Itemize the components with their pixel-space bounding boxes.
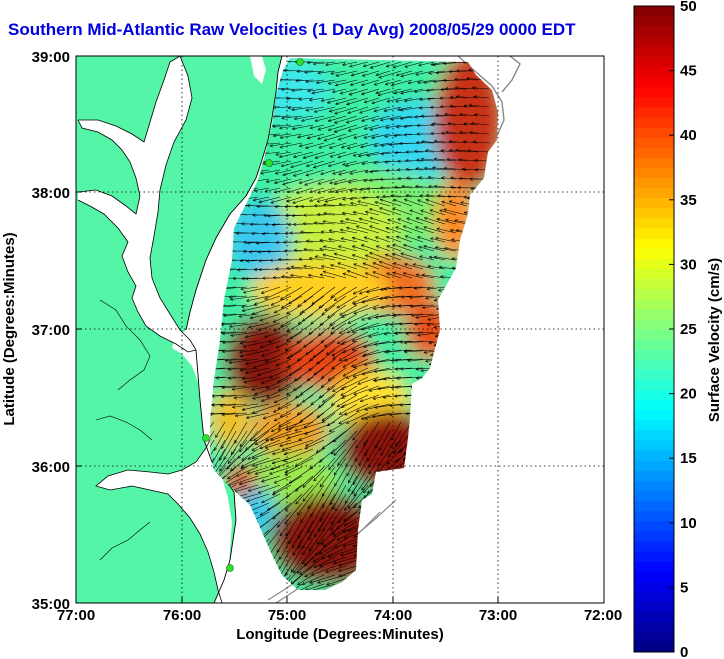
colorbar-tick-label: 15: [680, 450, 697, 467]
x-tick-label: 75:00: [268, 607, 306, 624]
colorbar-tick-label: 40: [680, 127, 697, 144]
colorbar-tick-label: 10: [680, 515, 697, 532]
colorbar-tick-label: 25: [680, 321, 697, 338]
x-tick-label: 74:00: [374, 607, 412, 624]
delaware-bay: [250, 56, 266, 84]
colorbar-tick-label: 50: [680, 0, 697, 15]
x-tick-label: 76:00: [163, 607, 201, 624]
grid-lines: [76, 56, 604, 603]
station-delaware: [265, 159, 273, 167]
colorbar-tick-label: 5: [680, 579, 688, 596]
map-title: Southern Mid-Atlantic Raw Velocities (1 …: [8, 20, 576, 39]
colorbar-tick-label: 0: [680, 644, 688, 659]
pamlico-sound: [96, 432, 232, 603]
station-hatteras-south: [226, 564, 234, 572]
x-tick-label: 72:00: [584, 607, 622, 624]
y-tick-label: 35:00: [32, 596, 70, 613]
colorbar-tick-label: 35: [680, 192, 697, 209]
chesapeake-bay: [78, 56, 196, 352]
x-axis-label: Longitude (Degrees:Minutes): [236, 626, 444, 643]
station-north: [296, 58, 304, 66]
y-axis-label: Latitude (Degrees:Minutes): [1, 232, 18, 425]
colorbar: 0 5 10 15 20 25 30 35 40 45 50 Surface Velocity (c…: [633, 0, 723, 659]
colorbar-label: Surface Velocity (cm/s): [706, 258, 723, 422]
x-tick-label: 73:00: [479, 607, 517, 624]
station-hatteras-north: [202, 434, 210, 442]
x-tick-label: 77:00: [57, 607, 95, 624]
y-tick-label: 39:00: [32, 49, 70, 66]
colorbar-tick-label: 20: [680, 386, 697, 403]
y-tick-label: 38:00: [32, 185, 70, 202]
colorbar-tick-label: 45: [680, 63, 697, 80]
y-tick-label: 36:00: [32, 459, 70, 476]
y-tick-label: 37:00: [32, 322, 70, 339]
colorbar-tick-label: 30: [680, 256, 697, 273]
